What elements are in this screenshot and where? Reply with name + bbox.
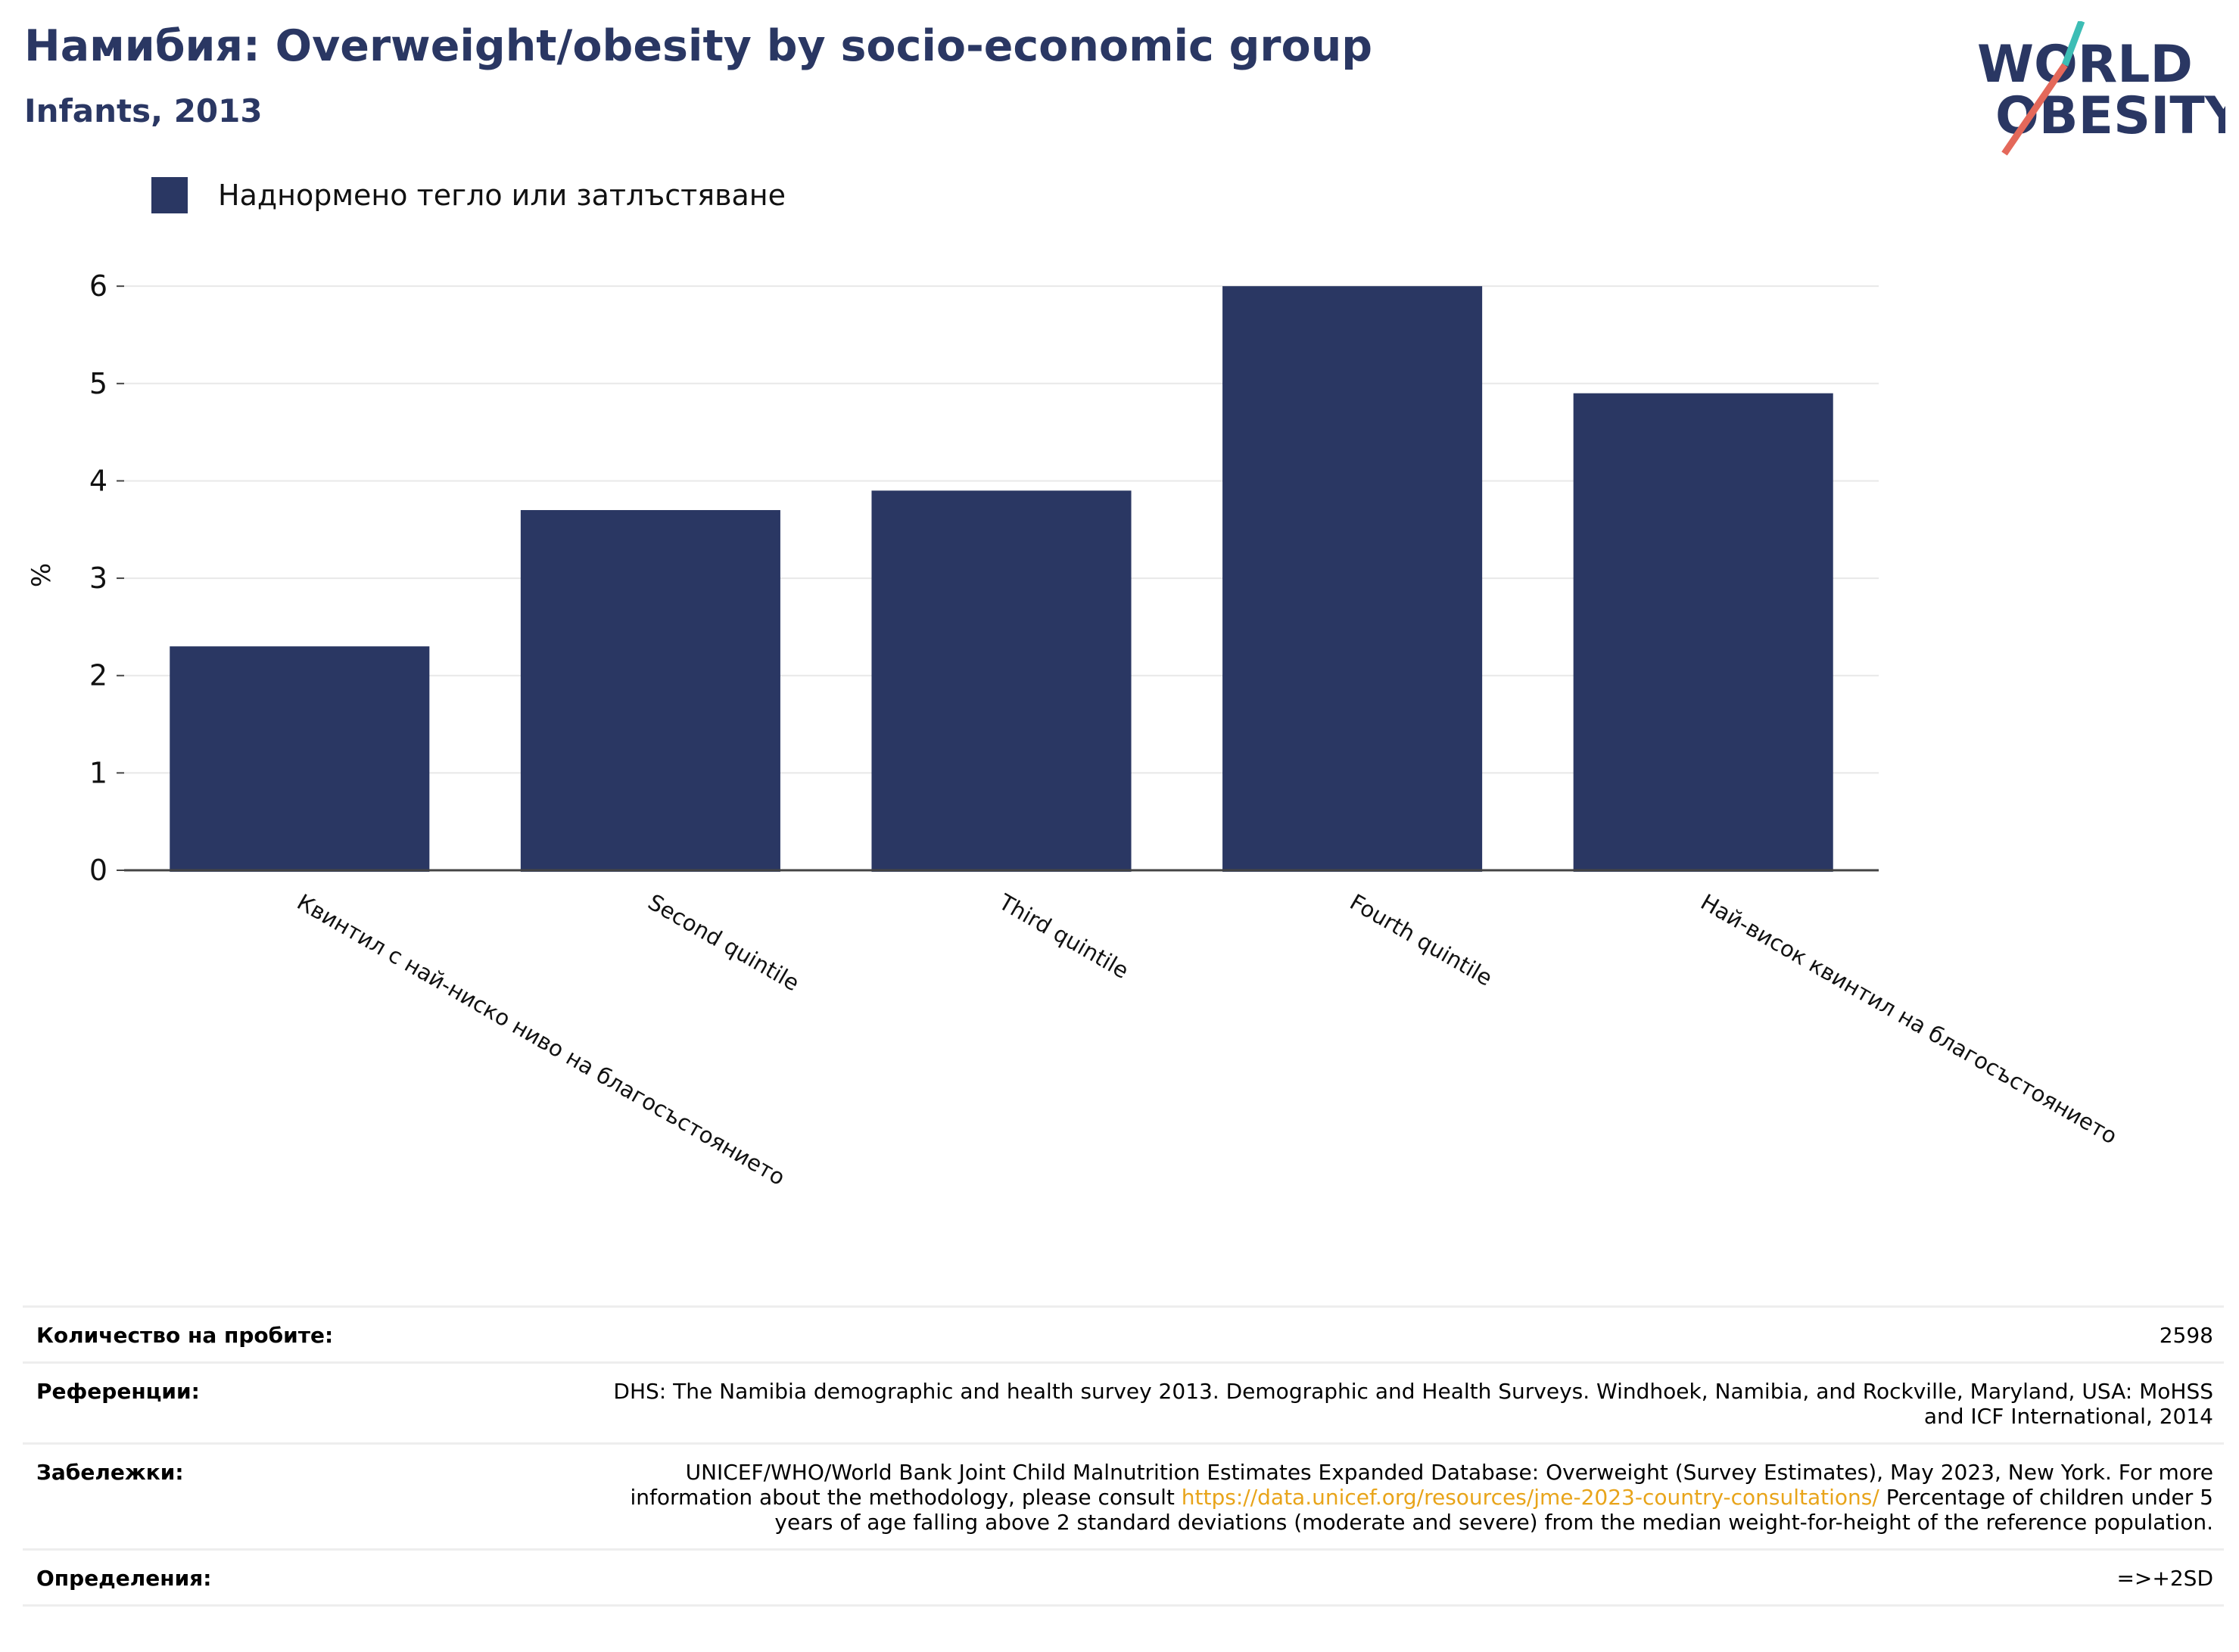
info-row-sample: Количество на пробите: 2598 (23, 1308, 2224, 1364)
world-obesity-logo: WORLD OBESITY (1977, 21, 2225, 156)
logo-slash-top (2061, 21, 2085, 67)
legend-swatch (151, 177, 188, 213)
y-tick-label: 6 (89, 269, 107, 303)
y-tick-label: 3 (89, 562, 107, 595)
info-key: Определения: (36, 1566, 212, 1591)
y-tick-label: 2 (89, 659, 107, 692)
methodology-link[interactable]: https://data.unicef.org/resources/jme-20… (1181, 1485, 1879, 1510)
bar-chart: 0 1 2 3 4 5 6 Квинтил с най-ниско ниво на благ… (26, 269, 2122, 1190)
logo-line1: WORLD (1977, 35, 2193, 95)
info-row-references: Референции: DHS: The Namibia demographic… (23, 1364, 2224, 1445)
x-tick-label: Fourth quintile (1346, 889, 1497, 991)
info-value: UNICEF/WHO/World Bank Joint Child Malnut… (601, 1460, 2214, 1535)
y-tick-label: 5 (89, 367, 107, 400)
info-key: Забележки: (36, 1460, 184, 1485)
y-axis-ticks: 0 1 2 3 4 5 6 (89, 269, 124, 887)
notes-text-after: Percentage of children under 5 years of … (774, 1485, 2213, 1535)
page-subtitle: Infants, 2013 (24, 92, 263, 129)
info-key: Количество на пробите: (36, 1323, 334, 1348)
y-axis-label: % (26, 563, 57, 587)
y-tick-label: 4 (89, 464, 107, 497)
x-axis-ticks: Квинтил с най-ниско ниво на благосъстоян… (293, 888, 2122, 1190)
bar (1222, 286, 1483, 872)
x-tick-label: Най-висок квинтил на благосъстоянието (1696, 889, 2122, 1150)
info-row-notes: Забележки: UNICEF/WHO/World Bank Joint C… (23, 1445, 2224, 1551)
info-value: =>+2SD (2116, 1566, 2213, 1591)
legend-label: Наднормено тегло или затлъстяване (218, 179, 786, 212)
info-value: DHS: The Namibia demographic and health … (613, 1379, 2213, 1429)
logo-slash-bottom (2001, 63, 2068, 156)
bar (871, 490, 1132, 872)
y-tick-label: 1 (89, 756, 107, 789)
y-tick-label: 0 (89, 854, 107, 887)
bar (1573, 393, 1833, 872)
info-table: Количество на пробите: 2598 Референции: … (23, 1305, 2224, 1607)
info-key: Референции: (36, 1379, 200, 1404)
page-title: Намибия: Overweight/obesity by socio-eco… (24, 21, 1373, 71)
info-value: 2598 (2159, 1323, 2213, 1348)
x-tick-label: Third quintile (994, 888, 1133, 984)
notes-text-before: UNICEF/WHO/World Bank Joint Child Malnut… (630, 1460, 2214, 1510)
bar (520, 510, 780, 872)
x-tick-label: Second quintile (643, 889, 803, 997)
info-row-definitions: Определения: =>+2SD (23, 1551, 2224, 1607)
chart-legend: Наднормено тегло или затлъстяване (151, 176, 786, 215)
bar (170, 646, 430, 872)
chart-bars (170, 286, 1833, 872)
